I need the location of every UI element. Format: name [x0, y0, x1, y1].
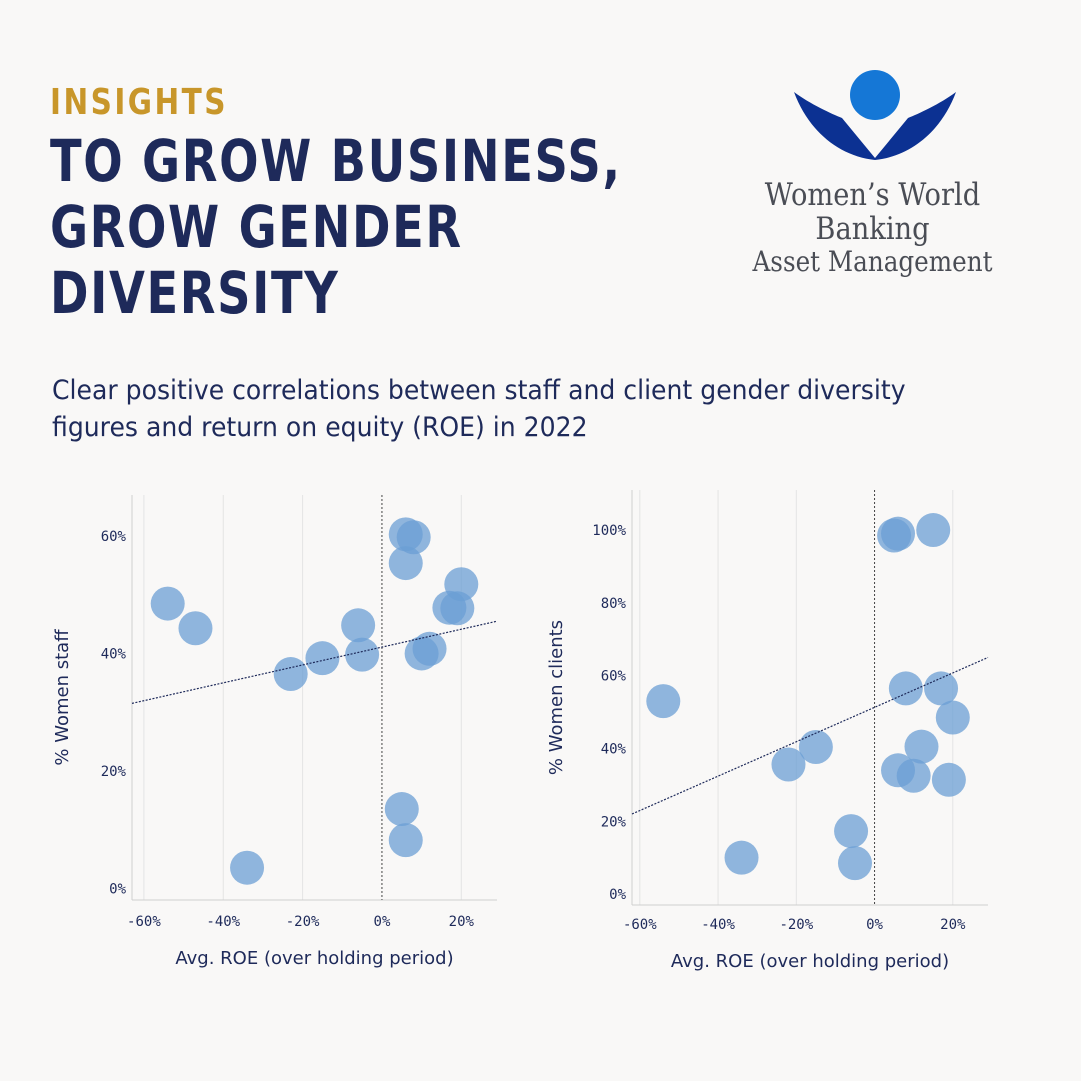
headline-line-1: TO GROW BUSINESS,: [50, 127, 622, 195]
x-tick-label: -40%: [206, 914, 240, 930]
x-tick-label: -20%: [286, 914, 320, 930]
y-axis-title: % Women staff: [52, 629, 73, 766]
scatter-point: [305, 641, 340, 676]
kicker: INSIGHTS: [50, 82, 228, 123]
scatter-point: [396, 520, 431, 555]
scatter-point: [931, 762, 966, 797]
headline-line-3: DIVERSITY: [50, 259, 340, 327]
y-tick-label: 80%: [601, 596, 627, 612]
y-tick-label: 60%: [101, 529, 127, 545]
logo-line-1: Women’s World Banking: [764, 177, 981, 247]
x-tick-label: -60%: [623, 917, 657, 933]
scatter-point: [771, 747, 806, 782]
logo-wordmark: Women’s World Banking Asset Management: [721, 178, 1025, 278]
scatter-point: [412, 631, 447, 666]
y-axis-title: % Women clients: [546, 620, 567, 775]
y-tick-label: 20%: [101, 764, 127, 780]
logo-wing-shape: [794, 92, 956, 160]
scatter-point: [888, 671, 923, 706]
scatter-point: [837, 846, 872, 881]
y-tick-label: 60%: [601, 669, 627, 685]
scatter-point: [935, 700, 970, 735]
x-tick-label: 0%: [374, 914, 391, 930]
trend-line: [131, 620, 498, 704]
x-tick-label: 20%: [449, 914, 475, 930]
scatter-point: [384, 792, 419, 827]
scatter-point: [904, 729, 939, 764]
scatter-point: [388, 823, 423, 858]
y-tick-label: 0%: [609, 887, 626, 903]
x-tick-label: -20%: [779, 917, 813, 933]
scatter-point: [178, 611, 213, 646]
scatter-point: [834, 814, 869, 849]
scatter-point: [230, 850, 265, 885]
x-tick-label: -60%: [127, 914, 161, 930]
scatter-point: [341, 608, 376, 643]
chart-subtitle: Clear positive correlations between staf…: [52, 375, 906, 443]
scatter-point: [896, 758, 931, 793]
scatter-point: [345, 637, 380, 672]
logo-mark-icon: [794, 70, 956, 160]
scatter-point: [881, 516, 916, 551]
headline-line-2: GROW GENDER: [50, 193, 463, 261]
scatter-point: [444, 567, 479, 602]
x-tick-label: 20%: [940, 917, 966, 933]
scatter-point: [798, 730, 833, 765]
scatter-point: [916, 513, 951, 548]
y-tick-label: 0%: [109, 881, 126, 897]
scatter-point: [150, 586, 185, 621]
x-tick-label: 0%: [866, 917, 883, 933]
logo-line-2: Asset Management: [752, 245, 993, 278]
y-tick-label: 40%: [601, 741, 627, 757]
scatter-point: [724, 840, 759, 875]
x-axis-title: Avg. ROE (over holding period): [671, 951, 949, 972]
scatter-point: [646, 684, 681, 719]
scatter-point: [388, 546, 423, 581]
logo-dot: [850, 70, 900, 120]
y-tick-label: 40%: [101, 646, 127, 662]
trend-line: [631, 656, 989, 815]
scatter-point: [924, 671, 959, 706]
y-tick-label: 100%: [592, 523, 626, 539]
y-tick-label: 20%: [601, 814, 627, 830]
scatter-point: [273, 657, 308, 692]
x-axis-title: Avg. ROE (over holding period): [175, 948, 453, 969]
headline: TO GROW BUSINESS, GROW GENDER DIVERSITY: [50, 128, 658, 326]
x-tick-label: -40%: [701, 917, 735, 933]
